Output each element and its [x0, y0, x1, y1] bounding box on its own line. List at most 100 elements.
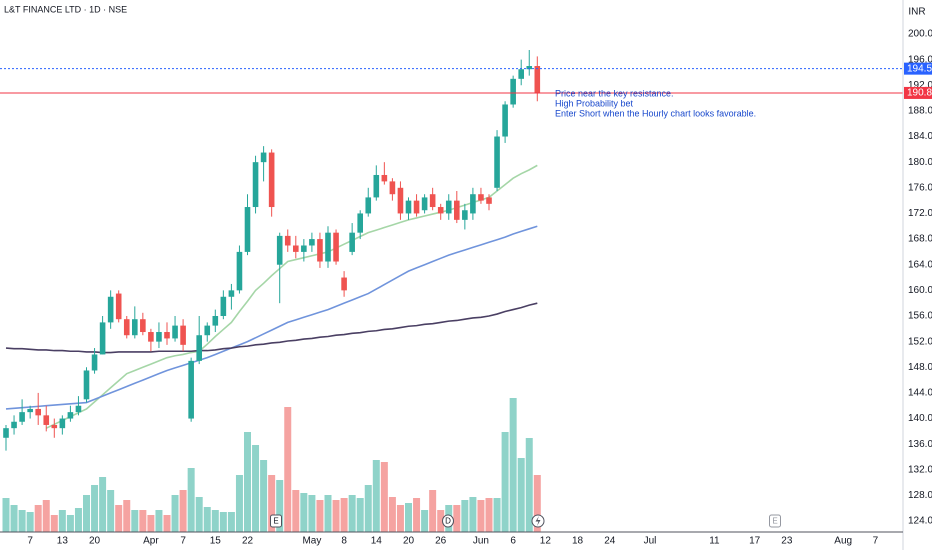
- candle-body: [429, 194, 436, 208]
- annotation-line: High Probability bet: [555, 98, 634, 108]
- candle-body: [276, 235, 283, 265]
- candle-body: [268, 152, 275, 208]
- candle-body: [421, 197, 428, 211]
- y-tick-label: 152.00: [908, 336, 932, 347]
- event-icon-bolt: [535, 516, 541, 526]
- x-tick-label: 12: [540, 536, 552, 547]
- volume-bar: [493, 498, 501, 532]
- candle-body: [156, 332, 162, 342]
- event-icon-box: [442, 514, 454, 528]
- volume-bar: [50, 515, 58, 532]
- y-tick-label: 148.00: [908, 362, 932, 373]
- volume-bar: [533, 475, 541, 532]
- volume-bar: [66, 515, 74, 532]
- volume-bar: [58, 510, 66, 532]
- volume-bar: [2, 498, 10, 532]
- candle-body: [478, 194, 484, 201]
- volume-bar: [34, 505, 42, 532]
- x-tick-label: 7: [180, 536, 186, 547]
- event-icon-box: [769, 514, 781, 528]
- volume-bar: [42, 500, 50, 532]
- event-icon-label: D: [445, 517, 451, 526]
- y-tick-label: 160.00: [908, 285, 932, 296]
- y-tick-label: 140.00: [908, 413, 932, 424]
- volume-bar: [332, 500, 340, 532]
- candle-body: [172, 325, 178, 339]
- volume-bar: [469, 497, 477, 532]
- y-tick-label: 144.00: [908, 388, 932, 399]
- y-tick-label: 188.00: [908, 106, 932, 117]
- candle-body: [534, 66, 541, 93]
- candle-body: [75, 405, 82, 413]
- candle-body: [317, 239, 323, 262]
- candle-body: [43, 415, 50, 425]
- volume-bar: [525, 438, 533, 532]
- y-tick-label: 176.00: [908, 182, 932, 193]
- volume-bar: [115, 505, 123, 532]
- volume-bar: [131, 510, 139, 532]
- volume-bar: [107, 490, 115, 532]
- candle-body: [51, 424, 58, 429]
- volume-bar: [99, 477, 107, 532]
- candle-body: [220, 296, 227, 316]
- volume-bar: [292, 490, 300, 532]
- price-label: 190.80: [907, 88, 932, 99]
- candle-body: [236, 251, 243, 291]
- candle-body: [228, 290, 235, 297]
- candle-body: [284, 235, 291, 246]
- volume-bar: [163, 515, 171, 532]
- candle-body: [470, 194, 476, 214]
- candle-body: [349, 232, 355, 252]
- x-tick-label: Aug: [834, 536, 852, 547]
- candle-body: [99, 322, 106, 355]
- volume-bar: [203, 507, 211, 532]
- y-tick-label: 180.00: [908, 157, 932, 168]
- volume-bar: [421, 510, 429, 532]
- event-icon[interactable]: E: [769, 514, 781, 528]
- y-tick-label: 192.00: [908, 80, 932, 91]
- y-tick-label: 168.00: [908, 234, 932, 245]
- event-icon-box: [270, 514, 282, 528]
- x-tick-label: 18: [572, 536, 584, 547]
- candle-body: [148, 332, 154, 342]
- candle-body: [19, 412, 25, 422]
- y-tick-label: 136.00: [908, 439, 932, 450]
- candle-body: [381, 174, 388, 182]
- price-label: 194.59: [907, 63, 932, 74]
- candle-body: [67, 412, 74, 419]
- event-icon[interactable]: E: [270, 514, 282, 528]
- candle-body: [526, 66, 533, 70]
- y-tick-label: 124.00: [908, 516, 932, 527]
- volume-bar: [179, 490, 187, 532]
- dividend-split-icon[interactable]: [531, 514, 545, 528]
- candle-body: [107, 296, 114, 323]
- event-icon[interactable]: D: [442, 514, 454, 528]
- candle-body: [27, 408, 33, 413]
- moving-average-line: [5, 302, 538, 354]
- candle-body: [341, 277, 347, 291]
- candle-body: [83, 370, 90, 400]
- x-tick-label: 11: [709, 536, 720, 547]
- candle-body: [91, 354, 98, 371]
- price-label-box: [904, 62, 932, 75]
- volume-bar: [10, 505, 18, 532]
- volume-bar: [413, 498, 421, 532]
- candle-body: [445, 200, 452, 214]
- volume-bar: [268, 475, 276, 532]
- volume-bar: [18, 510, 26, 532]
- candle-body: [123, 319, 130, 336]
- volume-bar: [477, 500, 485, 532]
- candle-body: [413, 200, 420, 214]
- x-tick-label: Apr: [143, 536, 159, 547]
- candle-body: [164, 332, 170, 339]
- candle-body: [3, 428, 9, 438]
- x-tick-label: 14: [371, 536, 383, 547]
- volume-bar: [147, 515, 155, 532]
- volume-bar: [461, 500, 469, 532]
- candle-body: [132, 319, 138, 336]
- volume-bar: [244, 432, 251, 532]
- y-tick-label: 128.00: [908, 490, 932, 501]
- volume-bar: [396, 505, 404, 532]
